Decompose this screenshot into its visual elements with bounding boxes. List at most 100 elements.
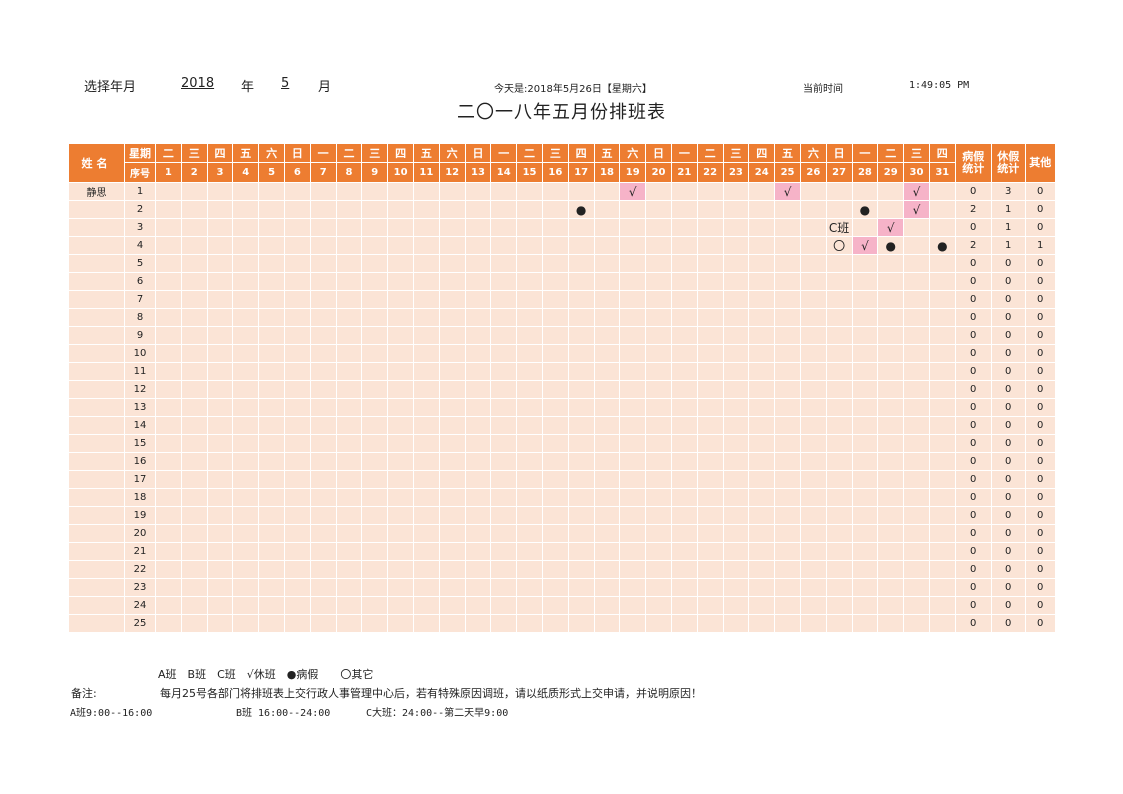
schedule-cell[interactable] (490, 326, 518, 345)
schedule-cell[interactable] (619, 470, 647, 489)
schedule-cell[interactable] (387, 362, 414, 381)
schedule-cell[interactable] (180, 416, 208, 435)
schedule-cell[interactable] (799, 200, 827, 219)
schedule-cell[interactable] (335, 182, 363, 201)
schedule-cell[interactable] (877, 380, 905, 399)
schedule-cell[interactable] (490, 506, 518, 525)
schedule-cell[interactable] (670, 596, 698, 615)
schedule-cell[interactable] (412, 578, 440, 597)
schedule-cell[interactable] (283, 560, 311, 579)
schedule-cell[interactable] (903, 560, 930, 579)
schedule-cell[interactable] (490, 362, 518, 381)
schedule-cell[interactable] (825, 452, 853, 471)
schedule-cell[interactable] (283, 182, 311, 201)
schedule-cell[interactable] (309, 524, 337, 543)
schedule-cell[interactable] (928, 470, 956, 489)
schedule-cell[interactable] (722, 308, 750, 327)
schedule-cell[interactable] (155, 434, 182, 453)
schedule-cell[interactable] (490, 542, 518, 561)
schedule-cell[interactable] (335, 236, 363, 255)
schedule-cell[interactable] (825, 398, 853, 417)
schedule-cell[interactable] (155, 578, 182, 597)
schedule-cell[interactable] (593, 182, 621, 201)
schedule-cell[interactable] (206, 236, 234, 255)
schedule-cell[interactable] (645, 452, 672, 471)
schedule-cell[interactable] (490, 200, 518, 219)
schedule-cell[interactable] (619, 398, 647, 417)
schedule-cell[interactable] (206, 560, 234, 579)
schedule-cell[interactable] (645, 416, 672, 435)
schedule-cell[interactable] (851, 362, 879, 381)
schedule-cell[interactable] (180, 434, 208, 453)
schedule-cell[interactable] (799, 614, 827, 633)
schedule-cell[interactable] (877, 560, 905, 579)
schedule-cell[interactable] (696, 560, 724, 579)
schedule-cell[interactable] (155, 398, 182, 417)
schedule-cell[interactable] (541, 290, 569, 309)
schedule-cell[interactable] (387, 326, 414, 345)
schedule-cell[interactable] (309, 272, 337, 291)
schedule-cell[interactable] (283, 524, 311, 543)
schedule-cell[interactable] (696, 524, 724, 543)
schedule-cell[interactable] (438, 614, 466, 633)
schedule-cell[interactable] (670, 524, 698, 543)
schedule-cell[interactable] (516, 488, 543, 507)
schedule-cell[interactable] (696, 308, 724, 327)
schedule-cell[interactable] (877, 272, 905, 291)
schedule-cell[interactable] (541, 578, 569, 597)
schedule-cell[interactable] (722, 290, 750, 309)
schedule-cell[interactable] (645, 362, 672, 381)
schedule-cell[interactable] (412, 380, 440, 399)
schedule-cell[interactable] (928, 596, 956, 615)
schedule-cell[interactable] (670, 434, 698, 453)
schedule-cell[interactable] (309, 506, 337, 525)
schedule-cell[interactable] (567, 398, 595, 417)
schedule-cell[interactable] (206, 182, 234, 201)
schedule-cell[interactable] (283, 452, 311, 471)
schedule-cell[interactable] (361, 308, 389, 327)
schedule-cell[interactable] (464, 434, 492, 453)
schedule-cell[interactable] (851, 326, 879, 345)
schedule-cell[interactable] (877, 416, 905, 435)
schedule-cell[interactable] (645, 398, 672, 417)
schedule-cell[interactable] (645, 272, 672, 291)
schedule-cell[interactable] (258, 254, 285, 273)
schedule-cell[interactable] (670, 218, 698, 237)
schedule-cell[interactable] (309, 578, 337, 597)
schedule-cell[interactable] (232, 578, 260, 597)
schedule-cell[interactable] (670, 272, 698, 291)
schedule-cell[interactable] (232, 218, 260, 237)
schedule-mark[interactable]: √ (619, 182, 647, 201)
schedule-cell[interactable] (361, 452, 389, 471)
schedule-cell[interactable] (490, 434, 518, 453)
schedule-cell[interactable] (619, 506, 647, 525)
schedule-cell[interactable] (387, 506, 414, 525)
schedule-cell[interactable] (206, 452, 234, 471)
schedule-cell[interactable] (258, 542, 285, 561)
schedule-cell[interactable] (283, 308, 311, 327)
schedule-cell[interactable] (155, 182, 182, 201)
year-input[interactable]: 2018 (181, 76, 215, 91)
schedule-cell[interactable] (799, 434, 827, 453)
schedule-cell[interactable] (361, 614, 389, 633)
schedule-cell[interactable] (928, 578, 956, 597)
schedule-cell[interactable] (490, 488, 518, 507)
schedule-cell[interactable] (361, 182, 389, 201)
schedule-cell[interactable] (696, 362, 724, 381)
schedule-cell[interactable] (258, 398, 285, 417)
schedule-cell[interactable] (903, 380, 930, 399)
schedule-cell[interactable] (722, 542, 750, 561)
schedule-cell[interactable] (283, 200, 311, 219)
schedule-cell[interactable] (903, 308, 930, 327)
schedule-cell[interactable] (645, 470, 672, 489)
schedule-cell[interactable] (309, 344, 337, 363)
schedule-cell[interactable] (645, 560, 672, 579)
schedule-cell[interactable] (335, 470, 363, 489)
schedule-cell[interactable] (335, 272, 363, 291)
schedule-cell[interactable] (206, 434, 234, 453)
schedule-cell[interactable] (748, 452, 776, 471)
schedule-cell[interactable] (851, 344, 879, 363)
schedule-cell[interactable] (516, 578, 543, 597)
schedule-cell[interactable] (748, 290, 776, 309)
schedule-cell[interactable] (258, 416, 285, 435)
